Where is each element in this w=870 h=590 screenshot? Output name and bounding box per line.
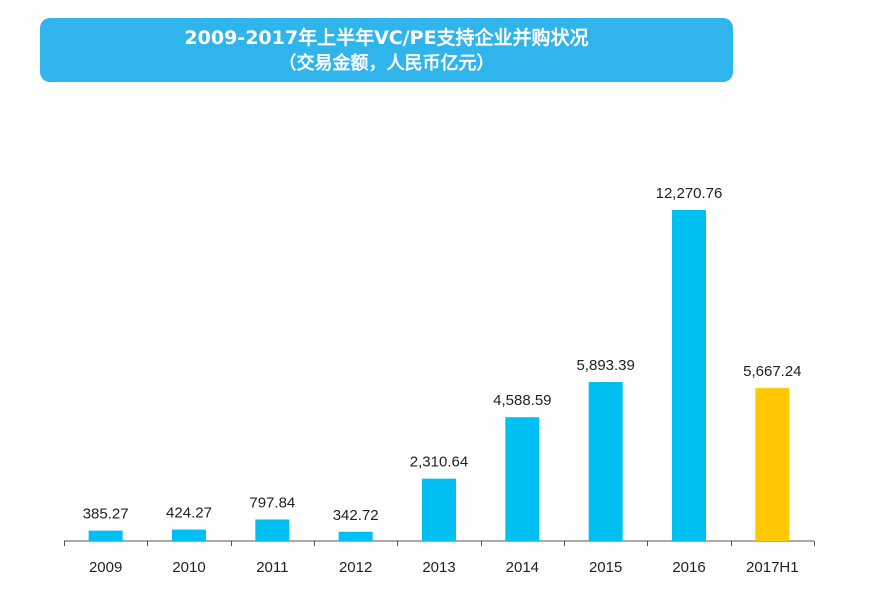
bar-2013 bbox=[422, 478, 456, 541]
bar-2016 bbox=[672, 210, 706, 541]
bar-2009 bbox=[88, 530, 123, 541]
data-label-2009: 385.27 bbox=[83, 506, 129, 523]
data-label-2011: 797.84 bbox=[249, 494, 295, 511]
bar-2010 bbox=[172, 529, 206, 541]
x-tick-label-2011: 2011 bbox=[256, 559, 288, 576]
x-tick-label-2013: 2013 bbox=[422, 559, 455, 576]
x-tick-label-2010: 2010 bbox=[172, 559, 205, 576]
chart-title: 2009-2017年上半年VC/PE支持企业并购状况 bbox=[184, 27, 589, 49]
bar-2014 bbox=[505, 417, 540, 541]
x-tick-label-2012: 2012 bbox=[339, 559, 372, 576]
data-label-2012: 342.72 bbox=[333, 507, 379, 524]
data-label-2015: 5,893.39 bbox=[576, 357, 634, 374]
x-tick-label-2016: 2016 bbox=[672, 559, 705, 576]
bar-2015 bbox=[588, 382, 623, 541]
data-label-2017H1: 5,667.24 bbox=[743, 363, 801, 380]
chart-subtitle: （交易金额，人民币亿元） bbox=[278, 53, 495, 74]
x-tick-label-2014: 2014 bbox=[506, 559, 539, 576]
chart-title-banner: 2009-2017年上半年VC/PE支持企业并购状况 （交易金额，人民币亿元） bbox=[40, 18, 733, 82]
bar-2012 bbox=[338, 531, 373, 541]
data-label-2014: 4,588.59 bbox=[493, 392, 551, 409]
bar-2017H1 bbox=[755, 388, 790, 541]
x-tick-label-2017H1: 2017H1 bbox=[746, 559, 799, 576]
data-label-2013: 2,310.64 bbox=[410, 454, 468, 471]
bar-2011 bbox=[255, 519, 290, 541]
data-label-2010: 424.27 bbox=[166, 505, 212, 522]
x-tick-label-2009: 2009 bbox=[89, 559, 122, 576]
data-label-2016: 12,270.76 bbox=[656, 185, 723, 202]
x-tick-label-2015: 2015 bbox=[589, 559, 622, 576]
